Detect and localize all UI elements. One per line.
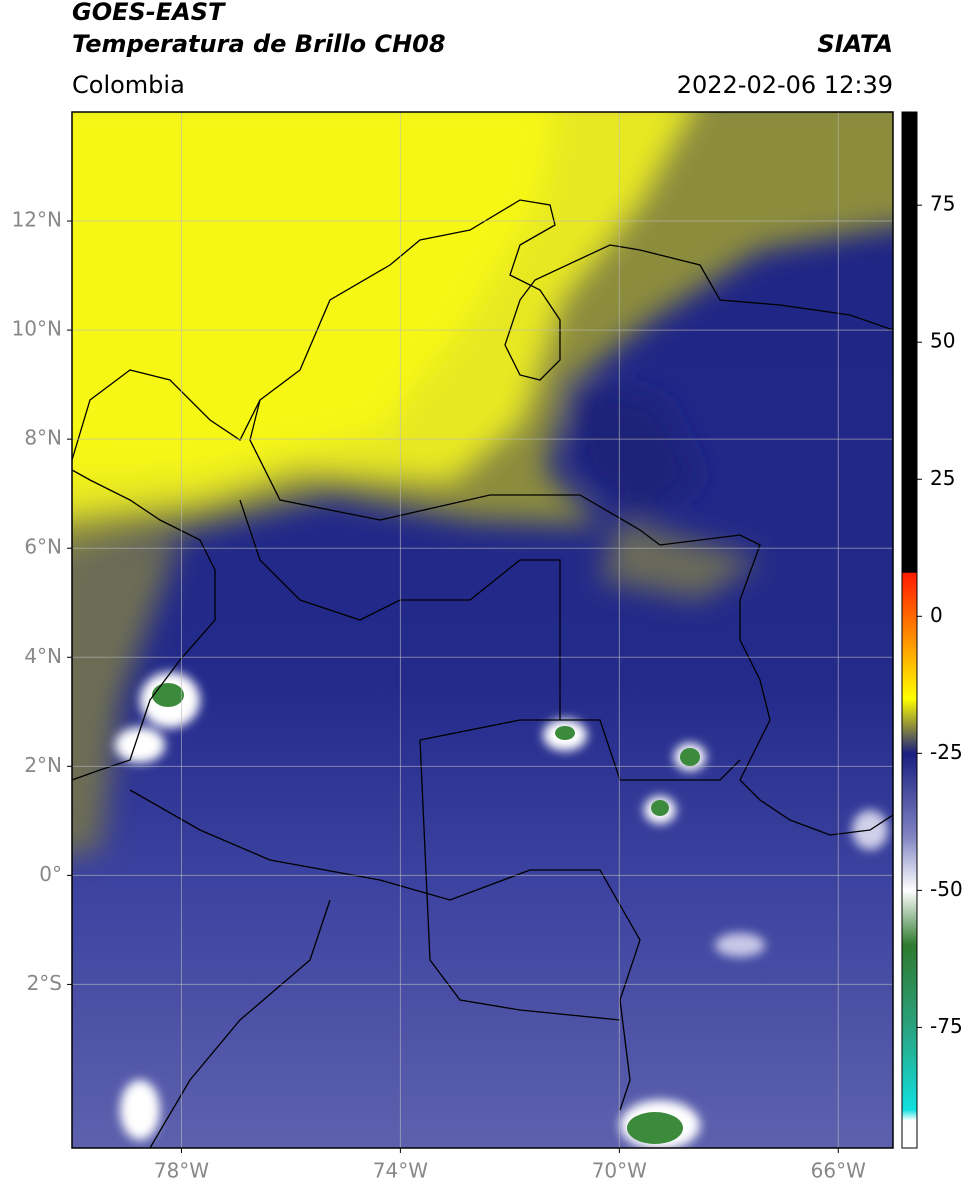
y-tick-label: 8°N: [24, 426, 62, 450]
x-tick-label: 70°W: [592, 1159, 647, 1183]
y-tick-label: 4°N: [24, 644, 62, 668]
colorbar-tick-label: 75: [930, 192, 955, 216]
colorbar-tick-label: -75: [930, 1014, 963, 1038]
y-tick-label: 10°N: [12, 317, 62, 341]
region: Colombia: [72, 71, 185, 99]
colorbar-tick-label: -50: [930, 877, 963, 901]
colorbar-tick-label: 50: [930, 329, 955, 353]
y-tick-label: 2°N: [24, 753, 62, 777]
colorbar: [901, 111, 918, 1149]
x-tick-label: 74°W: [373, 1159, 428, 1183]
grid: [72, 112, 893, 1148]
x-tick-label: 78°W: [154, 1159, 209, 1183]
title: GOES-EAST: [72, 0, 226, 26]
satellite-image: [72, 112, 893, 1148]
source: SIATA: [817, 30, 893, 58]
y-tick-label: 0°: [39, 862, 62, 886]
datetime: 2022-02-06 12:39: [677, 71, 893, 99]
map-frame: [71, 111, 894, 1149]
y-tick-label: 6°N: [24, 535, 62, 559]
y-tick-label: 12°N: [12, 208, 62, 232]
colorbar-tick-label: 0: [930, 603, 943, 627]
colorbar-tick-label: -25: [930, 740, 963, 764]
y-tick-label: 2°S: [27, 971, 62, 995]
colorbar-tick-label: 25: [930, 466, 955, 490]
x-tick-label: 66°W: [811, 1159, 866, 1183]
subtitle: Temperatura de Brillo CH08: [72, 30, 446, 58]
